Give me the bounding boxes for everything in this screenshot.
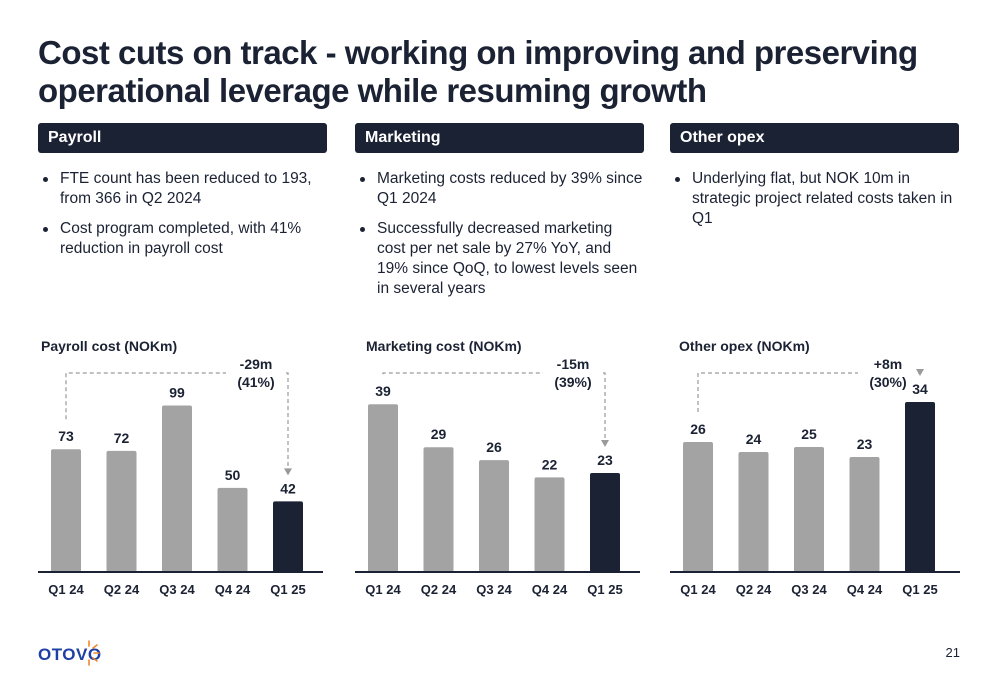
x-tick-label: Q3 24 bbox=[791, 582, 827, 597]
x-tick-label: Q4 24 bbox=[847, 582, 883, 597]
change-annotation-percent: (41%) bbox=[237, 374, 274, 390]
data-label: 34 bbox=[912, 381, 928, 397]
bar-q4-24 bbox=[849, 457, 880, 572]
bar-q1-24 bbox=[51, 449, 81, 572]
other-opex-bullets: Underlying flat, but NOK 10m in strategi… bbox=[670, 169, 959, 239]
change-annotation-percent: (39%) bbox=[554, 374, 591, 390]
change-arrow-icon bbox=[284, 468, 292, 476]
bar-q1-24 bbox=[683, 442, 713, 572]
change-arrow-icon bbox=[916, 369, 924, 376]
bar-q1-25 bbox=[590, 473, 620, 572]
data-label: 99 bbox=[169, 385, 185, 401]
change-annotation-amount: +8m bbox=[874, 356, 902, 372]
bar-q3-24 bbox=[794, 447, 824, 572]
x-tick-label: Q3 24 bbox=[476, 582, 512, 597]
data-label: 22 bbox=[542, 456, 558, 472]
other-opex-chart: 26 Q1 24 24 Q2 24 25 Q3 24 23 Q4 24 34 Q1 25 +8m (3… bbox=[670, 356, 960, 597]
data-label: 42 bbox=[280, 480, 296, 496]
marketing-chart-title: Marketing cost (NOKm) bbox=[366, 338, 522, 354]
otovo-logo: OTOVO bbox=[38, 645, 102, 664]
bullet-item: Cost program completed, with 41% reducti… bbox=[38, 219, 327, 259]
data-label: 50 bbox=[225, 467, 241, 483]
data-label: 39 bbox=[375, 383, 391, 399]
payroll-bullets: FTE count has been reduced to 193, from … bbox=[38, 169, 327, 269]
data-label: 23 bbox=[857, 436, 873, 452]
bullet-item: Underlying flat, but NOK 10m in strategi… bbox=[670, 169, 959, 229]
x-tick-label: Q1 24 bbox=[48, 582, 84, 597]
sun-icon bbox=[88, 640, 100, 666]
change-bracket-left bbox=[65, 372, 226, 420]
x-tick-label: Q1 24 bbox=[680, 582, 716, 597]
x-tick-label: Q2 24 bbox=[421, 582, 457, 597]
data-label: 29 bbox=[431, 426, 447, 442]
change-annotation-percent: (30%) bbox=[869, 374, 906, 390]
bar-q3-24 bbox=[479, 460, 509, 572]
change-annotation-amount: -15m bbox=[557, 356, 590, 372]
change-bracket-left bbox=[382, 372, 543, 375]
bar-q4-24 bbox=[534, 477, 565, 572]
x-tick-label: Q1 25 bbox=[587, 582, 622, 597]
change-arrow-icon bbox=[601, 440, 609, 448]
change-bracket-right bbox=[603, 372, 606, 442]
bar-q2-24 bbox=[738, 452, 769, 572]
other-opex-header: Other opex bbox=[670, 123, 959, 153]
other-opex-column: Other opex Underlying flat, but NOK 10m … bbox=[670, 123, 959, 227]
page-number: 21 bbox=[945, 645, 960, 660]
data-label: 25 bbox=[801, 426, 817, 442]
marketing-header: Marketing bbox=[355, 123, 644, 153]
data-label: 26 bbox=[486, 439, 502, 455]
title-line-2: operational leverage while resuming grow… bbox=[38, 72, 707, 109]
payroll-chart-title: Payroll cost (NOKm) bbox=[41, 338, 178, 354]
data-label: 72 bbox=[114, 430, 130, 446]
x-tick-label: Q2 24 bbox=[736, 582, 772, 597]
data-label: 26 bbox=[690, 421, 706, 437]
bullet-item: Marketing costs reduced by 39% since Q1 … bbox=[355, 169, 644, 209]
bullet-item: Successfully decreased marketing cost pe… bbox=[355, 219, 644, 299]
data-label: 73 bbox=[58, 428, 74, 444]
x-tick-label: Q4 24 bbox=[532, 582, 568, 597]
x-tick-label: Q3 24 bbox=[159, 582, 195, 597]
x-tick-label: Q4 24 bbox=[215, 582, 251, 597]
bar-q1-25 bbox=[905, 402, 935, 572]
change-bracket-left bbox=[697, 372, 858, 412]
payroll-column: Payroll FTE count has been reduced to 19… bbox=[38, 123, 327, 257]
bullet-item: FTE count has been reduced to 193, from … bbox=[38, 169, 327, 209]
data-label: 24 bbox=[746, 431, 762, 447]
x-tick-label: Q1 25 bbox=[902, 582, 937, 597]
data-label: 23 bbox=[597, 452, 613, 468]
bar-q2-24 bbox=[106, 450, 137, 572]
bar-q1-24 bbox=[368, 404, 398, 572]
x-tick-label: Q1 25 bbox=[270, 582, 305, 597]
bar-q3-24 bbox=[162, 405, 192, 572]
bar-q1-25 bbox=[273, 501, 303, 572]
payroll-cost-chart: 73 Q1 24 72 Q2 24 99 Q3 24 50 Q4 24 42 Q1 25 -29m (… bbox=[38, 356, 323, 597]
bar-q4-24 bbox=[217, 487, 248, 572]
bar-q2-24 bbox=[423, 447, 454, 572]
x-tick-label: Q1 24 bbox=[365, 582, 401, 597]
change-bracket-right bbox=[286, 372, 289, 470]
change-annotation-amount: -29m bbox=[240, 356, 273, 372]
x-tick-label: Q2 24 bbox=[104, 582, 140, 597]
title-line-1: Cost cuts on track - working on improvin… bbox=[38, 34, 918, 71]
marketing-cost-chart: 39 Q1 24 29 Q2 24 26 Q3 24 22 Q4 24 23 Q1 25 -15m (… bbox=[355, 356, 640, 597]
marketing-bullets: Marketing costs reduced by 39% since Q1 … bbox=[355, 169, 644, 309]
marketing-column: Marketing Marketing costs reduced by 39%… bbox=[355, 123, 644, 297]
other-opex-chart-title: Other opex (NOKm) bbox=[679, 338, 810, 354]
page-title: Cost cuts on track - working on improvin… bbox=[38, 34, 968, 110]
payroll-header: Payroll bbox=[38, 123, 327, 153]
